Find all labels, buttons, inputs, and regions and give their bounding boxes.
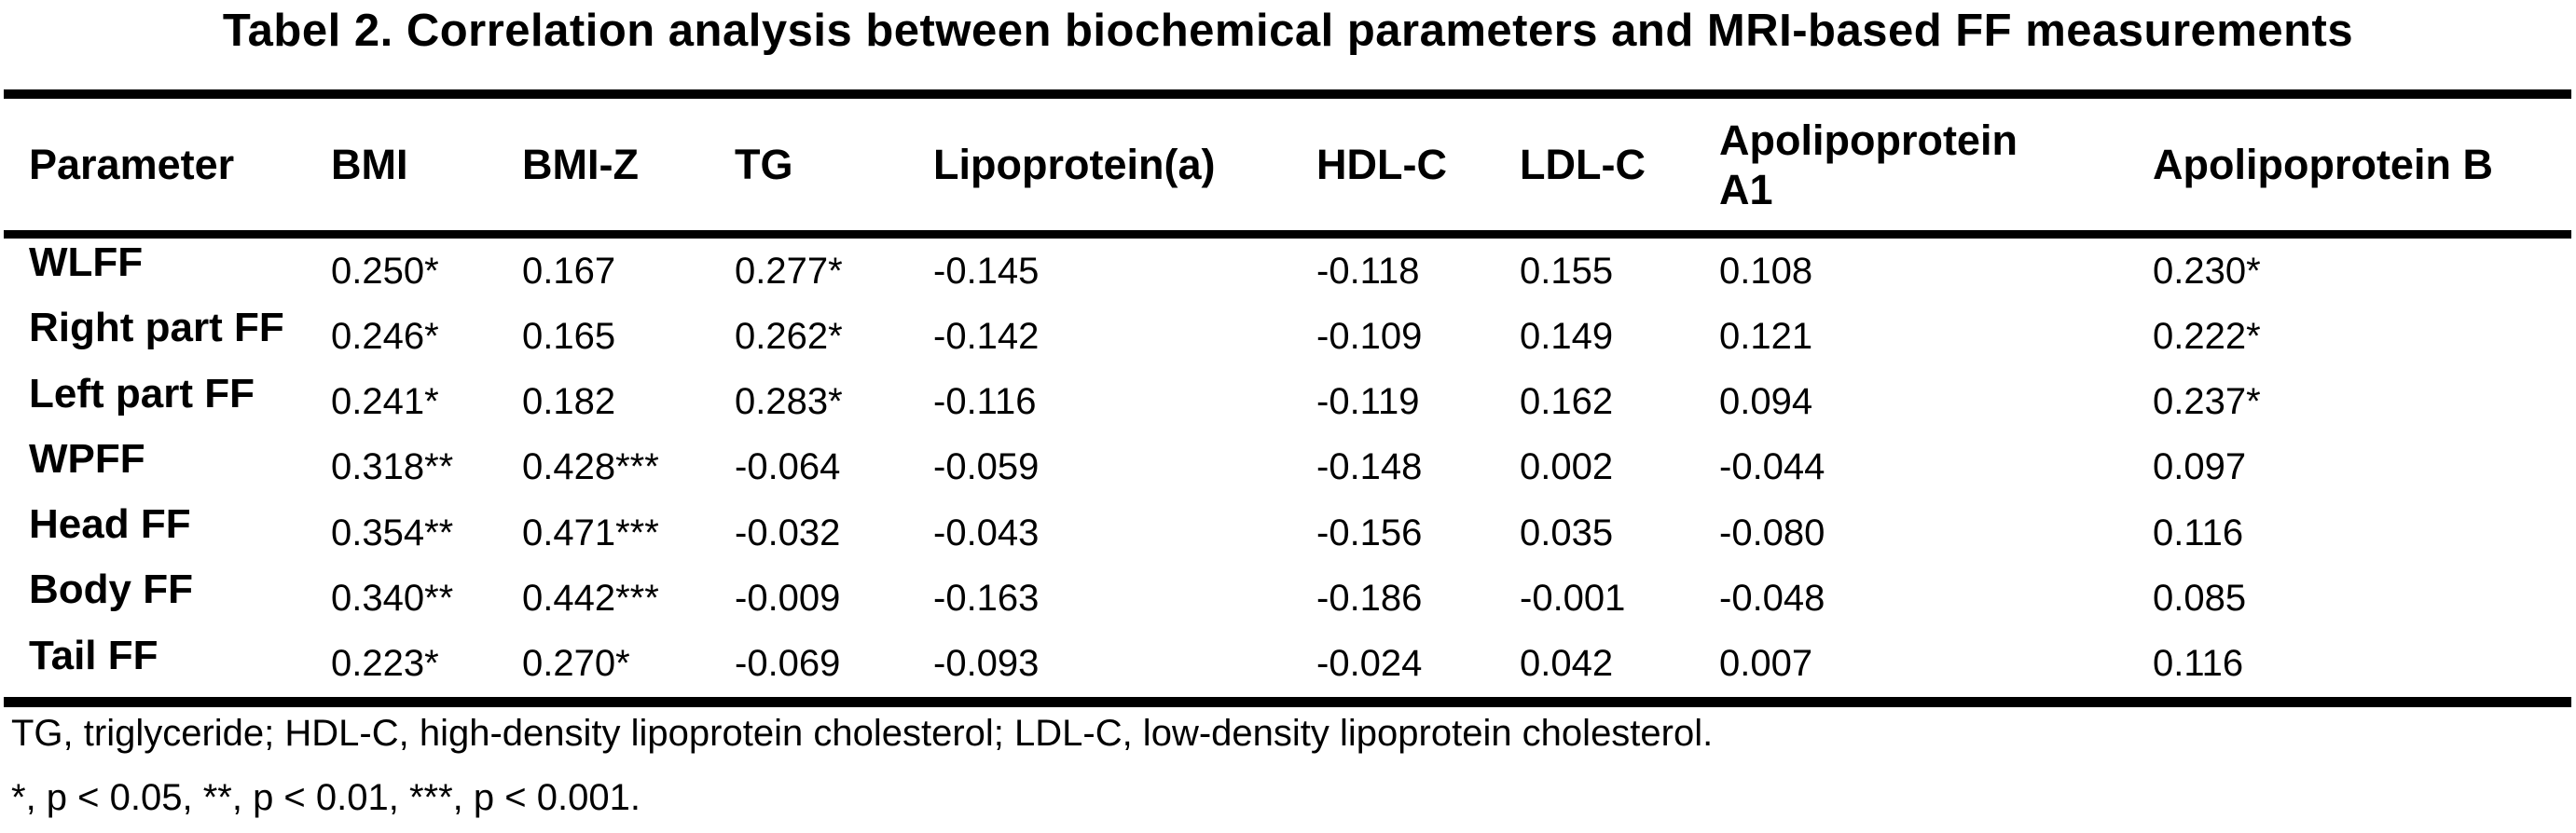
column-header-lipoprotein-a: Lipoprotein(a)	[933, 141, 1216, 188]
row-label: Tail FF	[29, 632, 158, 678]
column-header-apolipoprotein-b: Apolipoprotein B	[2153, 141, 2493, 188]
value-cell: 0.230*	[2153, 250, 2261, 292]
value-cell: -0.142	[933, 315, 1040, 357]
table-header-row: Parameter BMI BMI-Z TG Lipoprotein(a) HD…	[0, 99, 2576, 230]
table-row-right-part-ff: Right part FF 0.246* 0.165 0.262* -0.142…	[0, 304, 2576, 369]
value-cell: -0.001	[1520, 577, 1626, 619]
value-cell: -0.119	[1316, 381, 1420, 423]
row-label: Left part FF	[29, 370, 255, 416]
value-cell: -0.109	[1316, 315, 1423, 357]
value-cell: -0.043	[933, 512, 1040, 553]
value-cell: 0.223*	[331, 643, 439, 685]
value-cell: 0.094	[1719, 381, 1813, 423]
value-cell: 0.246*	[331, 315, 439, 357]
value-cell: 0.270*	[522, 643, 630, 685]
value-cell: 0.121	[1719, 315, 1813, 357]
header-rule	[4, 230, 2571, 239]
value-cell: 0.442***	[522, 577, 659, 619]
column-header-bmi: BMI	[331, 141, 408, 188]
column-header-parameter: Parameter	[29, 141, 235, 188]
value-cell: -0.145	[933, 250, 1040, 292]
table-row-body-ff: Body FF 0.340** 0.442*** -0.009 -0.163 -…	[0, 566, 2576, 631]
row-label: WLFF	[29, 239, 144, 286]
value-cell: 0.162	[1520, 381, 1614, 423]
value-cell: -0.048	[1719, 577, 1825, 619]
value-cell: -0.186	[1316, 577, 1423, 619]
value-cell: 0.222*	[2153, 315, 2261, 357]
value-cell: 0.108	[1719, 250, 1813, 292]
value-cell: -0.163	[933, 577, 1040, 619]
value-cell: 0.165	[522, 315, 616, 357]
column-header-apolipoprotein-a1: Apolipoprotein A1	[1719, 116, 2018, 213]
value-cell: 0.035	[1520, 512, 1614, 553]
column-header-bmi-z: BMI-Z	[522, 141, 639, 188]
row-label: Right part FF	[29, 305, 284, 351]
value-cell: 0.250*	[331, 250, 439, 292]
column-header-tg: TG	[735, 141, 793, 188]
value-cell: -0.148	[1316, 446, 1423, 488]
value-cell: 0.241*	[331, 381, 439, 423]
value-cell: 0.155	[1520, 250, 1614, 292]
table-row-wlff: WLFF 0.250* 0.167 0.277* -0.145 -0.118 0…	[0, 239, 2576, 304]
value-cell: 0.354**	[331, 512, 454, 553]
value-cell: -0.080	[1719, 512, 1825, 553]
row-label: Head FF	[29, 501, 191, 548]
table-row-tail-ff: Tail FF 0.223* 0.270* -0.069 -0.093 -0.0…	[0, 632, 2576, 697]
value-cell: 0.262*	[735, 315, 843, 357]
bottom-rule	[4, 697, 2571, 707]
value-cell: 0.237*	[2153, 381, 2261, 423]
value-cell: -0.069	[735, 643, 841, 685]
value-cell: 0.116	[2153, 512, 2244, 553]
column-header-hdl-c: HDL-C	[1316, 141, 1447, 188]
value-cell: -0.116	[933, 381, 1037, 423]
column-header-ldl-c: LDL-C	[1520, 141, 1646, 188]
value-cell: 0.318**	[331, 446, 454, 488]
value-cell: 0.340**	[331, 577, 454, 619]
value-cell: 0.182	[522, 381, 616, 423]
value-cell: 0.277*	[735, 250, 843, 292]
value-cell: -0.118	[1316, 250, 1420, 292]
value-cell: 0.116	[2153, 643, 2244, 685]
table-row-wpff: WPFF 0.318** 0.428*** -0.064 -0.059 -0.1…	[0, 435, 2576, 500]
value-cell: -0.032	[735, 512, 841, 553]
table-title: Tabel 2. Correlation analysis between bi…	[222, 6, 2354, 56]
row-label: Body FF	[29, 567, 193, 613]
value-cell: -0.156	[1316, 512, 1423, 553]
value-cell: -0.093	[933, 643, 1040, 685]
value-cell: -0.024	[1316, 643, 1423, 685]
table-row-head-ff: Head FF 0.354** 0.471*** -0.032 -0.043 -…	[0, 500, 2576, 566]
value-cell: 0.042	[1520, 643, 1614, 685]
value-cell: 0.428***	[522, 446, 659, 488]
table-row-left-part-ff: Left part FF 0.241* 0.182 0.283* -0.116 …	[0, 370, 2576, 435]
row-label: WPFF	[29, 435, 145, 482]
value-cell: 0.167	[522, 250, 616, 292]
value-cell: -0.064	[735, 446, 841, 488]
value-cell: 0.471***	[522, 512, 659, 553]
value-cell: -0.044	[1719, 446, 1825, 488]
value-cell: 0.002	[1520, 446, 1614, 488]
table-body: WLFF 0.250* 0.167 0.277* -0.145 -0.118 0…	[0, 239, 2576, 697]
value-cell: -0.059	[933, 446, 1040, 488]
value-cell: 0.085	[2153, 577, 2247, 619]
abbreviations-footnote: TG, triglyceride; HDL-C, high-density li…	[11, 713, 1714, 754]
top-rule	[4, 89, 2571, 99]
value-cell: -0.009	[735, 577, 841, 619]
significance-footnote: *, p < 0.05, **, p < 0.01, ***, p < 0.00…	[11, 777, 641, 818]
value-cell: 0.097	[2153, 446, 2247, 488]
value-cell: 0.283*	[735, 381, 843, 423]
value-cell: 0.149	[1520, 315, 1614, 357]
value-cell: 0.007	[1719, 643, 1813, 685]
